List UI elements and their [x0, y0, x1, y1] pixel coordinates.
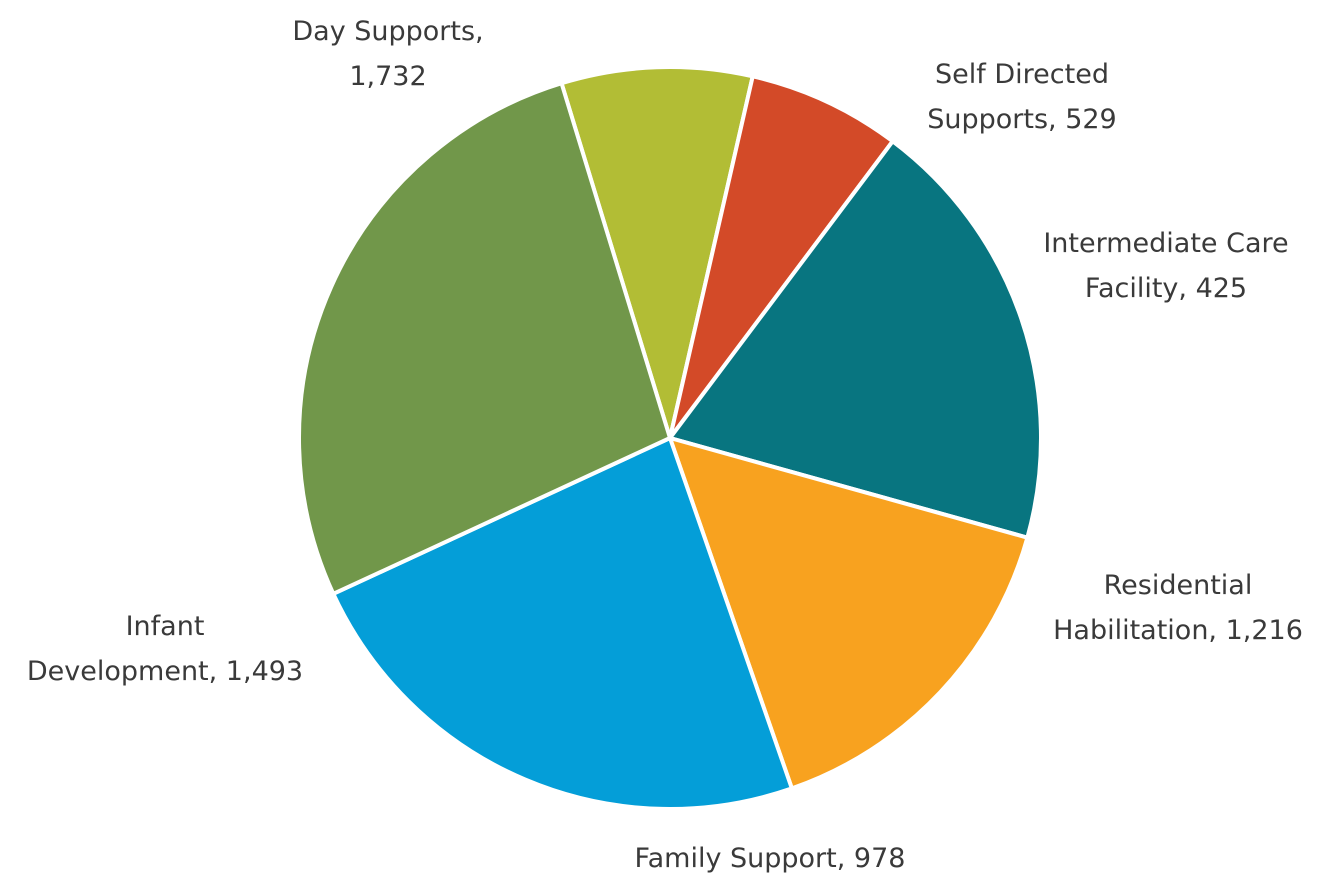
slice-label-line: Residential	[1104, 570, 1253, 601]
slice-label-line: Day Supports,	[292, 16, 483, 47]
slice-label-family-support: Family Support, 978	[635, 843, 906, 873]
pie-slice-infant-development	[331, 436, 794, 812]
slice-label-line: Habilitation, 1,216	[1053, 615, 1303, 646]
slice-label-line: Family Support, 978	[635, 843, 906, 873]
labels-layer: Self Directed Supports, 529 Intermediate C…	[27, 16, 1303, 874]
slice-label-line: Development, 1,493	[27, 656, 303, 687]
slices-layer	[297, 65, 1043, 812]
slice-label-infant-development: Infant Development, 1,493	[27, 611, 303, 687]
slice-label-line: 1,732	[349, 61, 426, 92]
slice-label-self-directed-supports: Self Directed Supports, 529	[927, 59, 1117, 135]
slice-label-day-supports: Day Supports, 1,732	[292, 16, 483, 92]
slice-label-line: Supports, 529	[927, 104, 1117, 135]
pie-slice-residential-habilitation	[668, 139, 1043, 540]
slice-label-intermediate-care-facility: Intermediate Care Facility, 425	[1043, 228, 1288, 304]
slice-label-residential-habilitation: Residential Habilitation, 1,216	[1053, 570, 1303, 646]
pie-slice-intermediate-care-facility	[668, 74, 895, 440]
pie-slice-family-support	[668, 436, 1030, 791]
pie-slice-day-supports	[297, 81, 672, 596]
slice-label-line: Infant	[126, 611, 205, 642]
slice-label-line: Self Directed	[935, 59, 1109, 90]
pie-slice-self-directed-supports	[559, 65, 755, 440]
slice-label-line: Facility, 425	[1085, 273, 1247, 304]
slice-label-line: Intermediate Care	[1043, 228, 1288, 259]
